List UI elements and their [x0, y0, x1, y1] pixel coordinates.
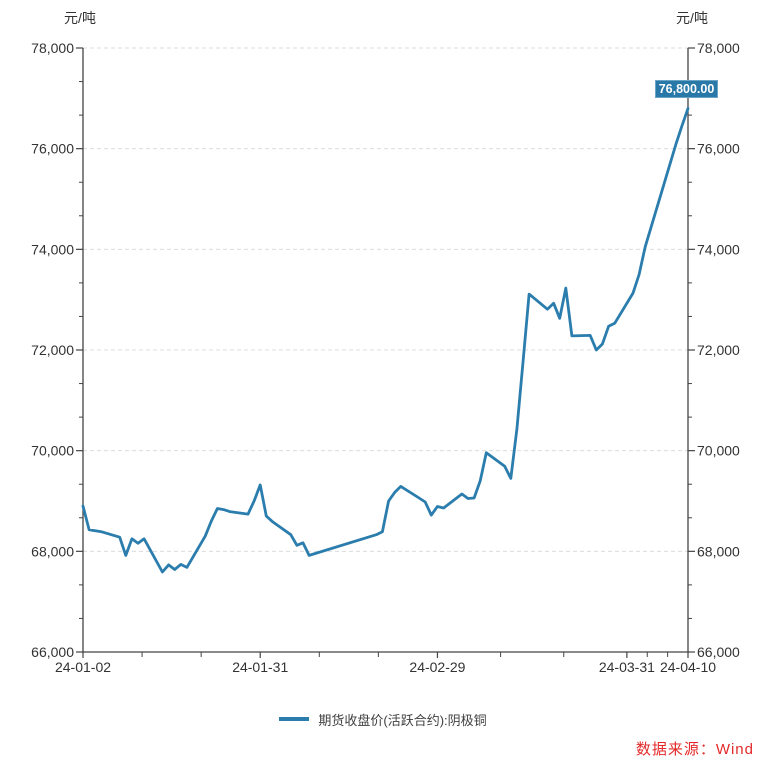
y-tick-label-left: 66,000 — [31, 644, 74, 660]
y-tick-label-right: 66,000 — [697, 644, 740, 660]
y-tick-label-left: 72,000 — [31, 342, 74, 358]
x-tick-label: 24-01-02 — [55, 659, 111, 675]
y-tick-label-right: 72,000 — [697, 342, 740, 358]
y-tick-label-left: 68,000 — [31, 543, 74, 559]
legend: 期货收盘价(活跃合约):阴极铜 — [0, 710, 766, 728]
data-source-note: 数据来源：Wind — [635, 741, 754, 758]
y-tick-label-left: 76,000 — [31, 141, 74, 157]
y-tick-label-left: 78,000 — [31, 40, 74, 56]
y-axis-unit-right: 元/吨 — [676, 10, 708, 26]
y-tick-label-right: 70,000 — [697, 443, 740, 459]
y-tick-label-left: 74,000 — [31, 241, 74, 257]
x-tick-label: 24-03-31 — [599, 659, 655, 675]
y-tick-label-right: 68,000 — [697, 543, 740, 559]
y-tick-label-left: 70,000 — [31, 443, 74, 459]
y-tick-label-right: 78,000 — [697, 40, 740, 56]
y-tick-label-right: 76,000 — [697, 141, 740, 157]
y-axis-unit-left: 元/吨 — [64, 10, 96, 26]
last-value-badge: 76,800.00 — [655, 80, 718, 98]
x-tick-label: 24-04-10 — [660, 659, 716, 675]
y-tick-label-right: 74,000 — [697, 241, 740, 257]
legend-line-swatch — [279, 717, 310, 721]
price-line — [81, 107, 690, 574]
x-tick-label: 24-01-31 — [232, 659, 288, 675]
price-line-chart: 66,000 66,000 68,000 68,000 70,000 70,000 72,0… — [31, 40, 740, 675]
legend-series-label: 期货收盘价(活跃合约):阴极铜 — [318, 712, 487, 728]
x-tick-label: 24-02-29 — [409, 659, 465, 675]
